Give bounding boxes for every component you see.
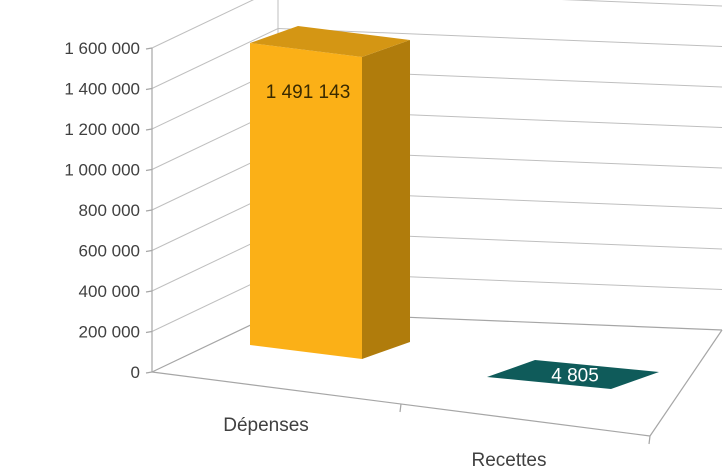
- gridline: [151, 68, 723, 130]
- bar-top-face: [487, 360, 659, 389]
- gridline: [151, 311, 723, 373]
- gridline: [151, 149, 723, 211]
- bars: [250, 26, 659, 389]
- gridline: [151, 230, 723, 292]
- y-tick-mark: [145, 290, 153, 293]
- gridline: [151, 0, 723, 49]
- gridline: [151, 189, 723, 251]
- data-label: 4 805: [551, 366, 599, 387]
- y-tick-label: 800 000: [79, 201, 140, 220]
- gridline: [151, 270, 723, 332]
- y-tick-label: 1 600 000: [64, 39, 140, 58]
- x-tick-mark: [648, 435, 651, 445]
- y-tick-mark: [145, 249, 153, 253]
- bar-depenses: [250, 26, 410, 359]
- y-tick-label: 0: [131, 363, 140, 382]
- y-tick-label: 1 000 000: [64, 161, 140, 180]
- y-tick-label: 600 000: [79, 242, 140, 261]
- y-tick-label: 400 000: [79, 282, 140, 301]
- y-tick-mark: [145, 209, 153, 212]
- y-tick-label: 1 200 000: [64, 120, 140, 139]
- x-category-label: Dépenses: [223, 415, 309, 436]
- labels: 0 200 000 400 000 600 000 800 000 1 000 000 1 …: [64, 39, 598, 470]
- y-tick-mark: [145, 87, 153, 91]
- bar-recettes: [487, 360, 659, 389]
- x-category-label: Recettes: [472, 450, 547, 470]
- x-tick-mark: [399, 403, 402, 413]
- data-label: 1 491 143: [266, 82, 351, 103]
- y-tick-mark: [145, 330, 153, 334]
- floor-right-edge: [649, 329, 723, 437]
- gridline: [151, 108, 723, 170]
- bar-side-face: [362, 40, 410, 359]
- y-tick-label: 1 400 000: [64, 80, 140, 99]
- bar-top-face: [250, 26, 410, 57]
- y-tick-mark: [145, 47, 153, 50]
- bar-front-face: [250, 43, 362, 359]
- y-tick-mark: [145, 128, 153, 131]
- y-tick-label: 200 000: [79, 323, 140, 342]
- y-tick-mark: [145, 168, 153, 172]
- y-tick-mark: [145, 371, 153, 374]
- gridline: [151, 27, 723, 89]
- gridlines: [151, 0, 723, 373]
